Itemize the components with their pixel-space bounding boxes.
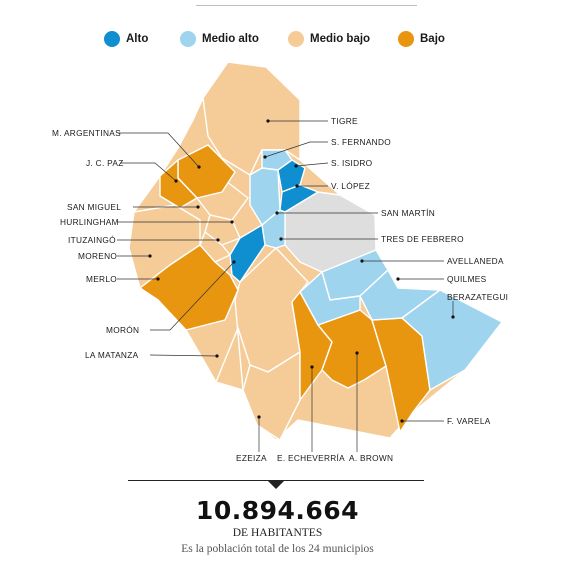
label-la-matanza: LA MATANZA [85,350,139,360]
label-tres-de-febrero: TRES DE FEBRERO [381,234,464,244]
legend-item-medio-bajo: Medio bajo [288,28,370,50]
label-s-fernando: S. FERNANDO [331,137,391,147]
legend-item-medio-alto: Medio alto [180,28,259,50]
bottom-divider [128,480,424,481]
label-a-brown: A. BROWN [349,453,393,463]
label-s-isidro: S. ISIDRO [331,158,373,168]
label-f-varela: F. VARELA [447,416,491,426]
municipality-a-brown [317,309,387,389]
legend-label-medio-bajo: Medio bajo [310,33,371,45]
label-j-c-paz: J. C. PAZ [86,158,124,168]
label-quilmes: QUILMES [447,274,487,284]
label-e-echeverria: E. ECHEVERRÍA [277,453,345,463]
legend-item-bajo: Bajo [398,28,445,50]
legend-swatch-medio-bajo [288,31,304,47]
legend-swatch-bajo [398,31,414,47]
label-moreno: MORENO [78,251,117,261]
label-m-argentinas: M. ARGENTINAS [52,128,121,138]
legend-label-bajo: Bajo [420,33,445,45]
municipality-lanus [299,271,361,326]
legend-label-medio-alto: Medio alto [202,33,259,45]
municipality-s-isidro [277,159,306,193]
legend-swatch-medio-alto [180,31,196,47]
divider-arrow [268,481,284,489]
label-ituzaingo: ITUZAINGÓ [68,235,116,245]
population-total: 10.894.664 [195,496,360,525]
population-caption: Es la población total de los 24 municipi… [181,543,374,555]
municipality-labels: TIGRE S. FERNANDO S. ISIDRO V. LÓPEZ SAN… [52,116,508,463]
top-divider [196,5,417,6]
label-san-miguel: SAN MIGUEL [67,202,121,212]
label-tigre: TIGRE [331,116,358,126]
municipality-merlo [139,244,239,331]
municipality-moron [229,224,266,283]
label-hurlingham: HURLINGHAM [60,217,119,227]
municipality-j-c-paz [159,159,198,209]
label-merlo: MERLO [86,274,117,284]
label-v-lopez: V. LÓPEZ [331,181,370,191]
label-berazategui: BERAZATEGUI [447,292,508,302]
legend: Alto Medio alto Medio bajo Bajo [104,28,524,50]
legend-swatch-alto [104,31,120,47]
label-san-martin: SAN MARTÍN [381,208,435,218]
legend-label-alto: Alto [126,33,149,45]
label-leaders [117,119,455,452]
label-ezeiza: EZEIZA [236,453,267,463]
legend-item-alto: Alto [104,28,148,50]
label-avellaneda: AVELLANEDA [447,256,504,266]
population-unit: DE HABITANTES [232,527,323,539]
municipality-berazategui [401,289,503,391]
label-moron: MORÓN [106,325,139,335]
